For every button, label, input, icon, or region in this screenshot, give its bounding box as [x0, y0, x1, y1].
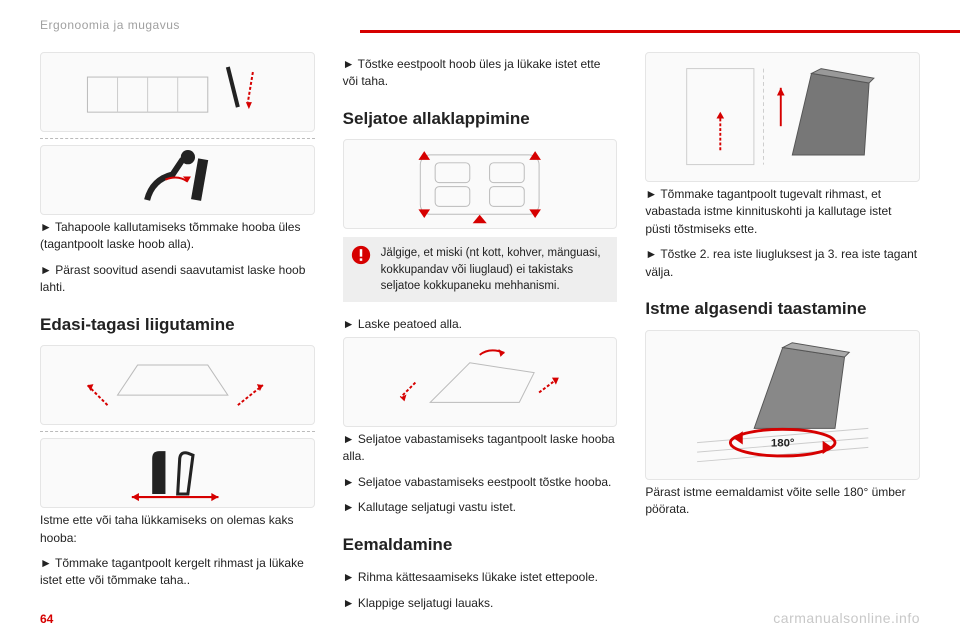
subsection-heading: Eemaldamine — [343, 533, 618, 558]
instruction-step: Pärast soovitud asendi saavutamist laske… — [40, 262, 315, 297]
subsection-heading: Seljatoe allaklappimine — [343, 107, 618, 132]
illustration-seat-rotate: 180° — [645, 330, 920, 480]
svg-text:180°: 180° — [771, 437, 795, 449]
column-3: Tõmmake tagantpoolt tugevalt rihmast, et… — [645, 52, 920, 612]
illustration-seat-slide — [40, 345, 315, 425]
instruction-step: Seljatoe vabastamiseks tagantpoolt laske… — [343, 431, 618, 466]
column-1: Tahapoole kallutamiseks tõmmake hooba ül… — [40, 52, 315, 612]
seat-remove-icon — [660, 59, 905, 174]
instruction-step: Seljatoe vabastamiseks eestpoolt tõstke … — [343, 474, 618, 491]
separator — [40, 431, 315, 432]
warning-text: Jälgige, et miski (nt kott, kohver, mäng… — [381, 247, 601, 291]
subsection-heading: Edasi-tagasi liigutamine — [40, 313, 315, 338]
instruction-step: Rihma kättesaamiseks lükake istet ettepo… — [343, 569, 618, 586]
illustration-seat-remove — [645, 52, 920, 182]
instruction-step: Laske peatoed alla. — [343, 316, 618, 333]
instruction-step: Tõmmake tagantpoolt kergelt rihmast ja l… — [40, 555, 315, 590]
slide-icon — [55, 443, 300, 504]
page-number: 64 — [40, 612, 53, 626]
illustration-backrest-fold — [343, 337, 618, 427]
warning-icon — [351, 245, 371, 265]
warning-callout: Jälgige, et miski (nt kott, kohver, mäng… — [343, 237, 618, 301]
recline-icon — [55, 149, 300, 210]
illustration-recline-glyph — [40, 145, 315, 215]
instruction-text: Istme ette või taha lükkamiseks on olema… — [40, 512, 315, 547]
backrest-fold-icon — [357, 343, 602, 422]
seat-plan-icon — [357, 145, 602, 224]
instruction-step: Tõstke 2. rea iste liugluksest ja 3. rea… — [645, 246, 920, 281]
instruction-text: Pärast istme eemaldamist võite selle 180… — [645, 484, 920, 519]
watermark: carmanualsonline.info — [773, 610, 920, 626]
illustration-seat-tilt — [40, 52, 315, 132]
illustration-seat-plan — [343, 139, 618, 229]
instruction-step: Tahapoole kallutamiseks tõmmake hooba ül… — [40, 219, 315, 254]
content-columns: Tahapoole kallutamiseks tõmmake hooba ül… — [40, 52, 920, 612]
seat-rotate-icon: 180° — [660, 338, 905, 471]
subsection-heading: Istme algasendi taastamine — [645, 297, 920, 322]
seat-tilt-icon — [55, 57, 300, 127]
instruction-step: Kallutage seljatugi vastu istet. — [343, 499, 618, 516]
instruction-step: Klappige seljatugi lauaks. — [343, 595, 618, 612]
instruction-step: Tõstke eestpoolt hoob üles ja lükake ist… — [343, 56, 618, 91]
instruction-step: Tõmmake tagantpoolt tugevalt rihmast, et… — [645, 186, 920, 238]
column-2: Tõstke eestpoolt hoob üles ja lükake ist… — [343, 52, 618, 612]
separator — [40, 138, 315, 139]
illustration-slide-glyph — [40, 438, 315, 508]
header-accent-line — [360, 30, 960, 33]
seat-slide-icon — [55, 350, 300, 420]
manual-page: Ergonoomia ja mugavus — [0, 0, 960, 640]
